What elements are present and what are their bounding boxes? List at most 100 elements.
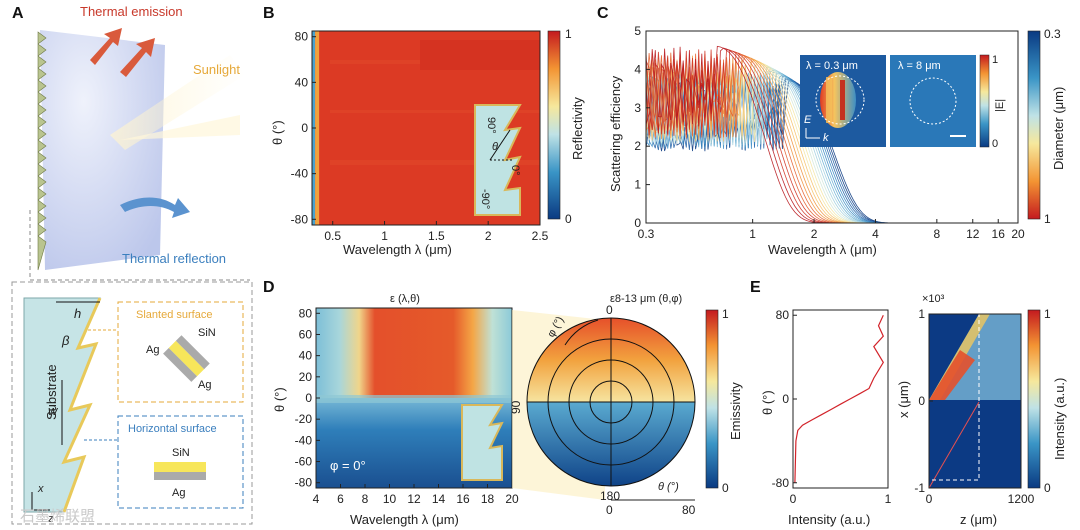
panel-b-cbar-label: Reflectivity <box>570 97 585 160</box>
y-tick-label: 2 <box>634 139 641 153</box>
x-tick-label: 0.5 <box>324 229 341 243</box>
panel-a-letter: A <box>12 5 24 22</box>
y-tick-label: 4 <box>634 62 641 76</box>
intensity-cbar-label: Intensity (a.u.) <box>1052 378 1067 460</box>
panel-b-letter: B <box>263 5 275 22</box>
y-tick-label: 40 <box>299 349 313 363</box>
panel-b-cbar-max: 1 <box>565 27 572 41</box>
x-tick-label: 1 <box>749 227 756 241</box>
emissivity-colorbar <box>705 309 719 489</box>
x-tick-label: 20 <box>505 492 519 506</box>
panel-d-letter: D <box>263 279 275 296</box>
x-tick-label: 12 <box>407 492 421 506</box>
slanted-surface-box <box>117 301 244 403</box>
panel-b-cbar-min: 0 <box>565 212 572 226</box>
x-tick-label: 10 <box>383 492 397 506</box>
emissivity-cbar-label: Emissivity <box>728 382 743 440</box>
substrate-label: Substrate <box>44 364 59 420</box>
sin-layer <box>154 462 206 472</box>
y-tick-label: -80 <box>291 212 309 226</box>
x-tick-label: 0.3 <box>638 227 655 241</box>
x-tick-label: 4 <box>313 492 320 506</box>
polar-r-tick-0: 0 <box>606 503 613 517</box>
panel-a: A Thermal emission Sunlight Thermal refl… <box>11 4 253 525</box>
x-tick-label: 18 <box>481 492 495 506</box>
h-label: h <box>74 306 81 321</box>
slanted-ag1-label: Ag <box>146 344 159 356</box>
thermal-reflection-label: Thermal reflection <box>122 251 226 266</box>
y-tick-label: 1 <box>918 307 925 321</box>
y-tick-label: -40 <box>291 167 309 181</box>
panel-c-xticks: 0.3 1 2 4 8 12 16 20 <box>638 219 1025 241</box>
y-tick-label: 80 <box>299 306 313 320</box>
x-tick-label: 0 <box>790 492 797 506</box>
y-tick-label: 0 <box>301 121 308 135</box>
polar-theta-label: θ (°) <box>658 481 679 493</box>
panel-d: D ε (λ,θ) 4 6 8 10 12 14 16 18 20 806040200-20-4… <box>263 279 743 527</box>
field-inset-2-label: λ = 8 μm <box>898 60 941 72</box>
reflected-beam <box>120 115 240 140</box>
x-tick-label: 2 <box>485 229 492 243</box>
x-tick-label: 6 <box>337 492 344 506</box>
panel-e-scale: ×10³ <box>922 293 945 305</box>
y-tick-label: 5 <box>634 24 641 38</box>
metamaterial-sheet <box>40 30 165 270</box>
y-tick-label: -20 <box>295 412 313 426</box>
y-tick-label: -80 <box>295 476 313 490</box>
x-tick-label: 0 <box>926 492 933 506</box>
y-tick-label: -40 <box>295 433 313 447</box>
panel-e-letter: E <box>750 279 761 296</box>
x-tick-label: 2 <box>811 227 818 241</box>
polar-r-tick-80: 80 <box>682 503 696 517</box>
field-cbar-max: 1 <box>992 54 998 66</box>
field-cbar-min: 0 <box>992 138 998 150</box>
intensity-colorbar <box>1027 309 1041 489</box>
x-tick-label: 1.5 <box>428 229 445 243</box>
phi-label: φ = 0° <box>330 458 366 473</box>
y-tick-label: 0 <box>918 394 925 408</box>
slanted-sin-label: SiN <box>198 327 216 339</box>
field-colorbar <box>979 54 990 148</box>
inset-e-label: E <box>804 114 812 126</box>
y-tick-label: 1 <box>634 178 641 192</box>
panel-b-ylabel: θ (°) <box>270 120 285 145</box>
diameter-cbar-top: 0.3 <box>1044 27 1061 41</box>
inset-theta: θ <box>492 141 498 153</box>
horizontal-surface-title: Horizontal surface <box>128 423 217 435</box>
polar-plot <box>526 317 696 487</box>
x-tick-label: 16 <box>456 492 470 506</box>
intensity-cbar-min: 0 <box>1044 481 1051 495</box>
emissivity-cbar-max: 1 <box>722 307 729 321</box>
diameter-cbar-label: Diameter (μm) <box>1051 87 1066 170</box>
reflectivity-band <box>315 31 320 225</box>
sunlight-beam <box>110 55 245 150</box>
y-tick-label: -80 <box>772 476 790 490</box>
inset-neg90-tick: -90° <box>479 189 491 209</box>
intensity-cbar-max: 1 <box>1044 307 1051 321</box>
field-inset-1-label: λ = 0.3 μm <box>806 60 858 72</box>
x-tick-label: 2.5 <box>532 229 549 243</box>
w-label: w <box>48 403 59 418</box>
y-tick-label: 60 <box>299 327 313 341</box>
panel-c-frame <box>645 30 1019 224</box>
panel-d-ylabel: θ (°) <box>272 387 287 412</box>
y-tick-label: 80 <box>295 30 309 44</box>
panel-e-right-xticks: 0 1200 <box>926 484 1035 506</box>
x-tick-label: 1 <box>381 229 388 243</box>
panel-c-letter: C <box>597 5 609 22</box>
y-tick-label: -60 <box>295 455 313 469</box>
panel-b-xlabel: Wavelength λ (μm) <box>343 242 452 257</box>
polar-title: ε8-13 μm (θ,φ) <box>610 293 682 305</box>
x-tick-label: 4 <box>872 227 879 241</box>
x-tick-label: 8 <box>362 492 369 506</box>
panel-d-yticks: 80 60 40 20 0 -20 -40 -60 -80 <box>295 306 320 490</box>
y-tick-label: 0 <box>634 216 641 230</box>
ag-layer <box>154 472 206 480</box>
panel-c-ylabel: Scattering efficiency <box>608 75 623 192</box>
y-tick-label: 20 <box>299 370 313 384</box>
y-tick-label: 3 <box>634 101 641 115</box>
panel-b-colorbar <box>547 30 561 220</box>
